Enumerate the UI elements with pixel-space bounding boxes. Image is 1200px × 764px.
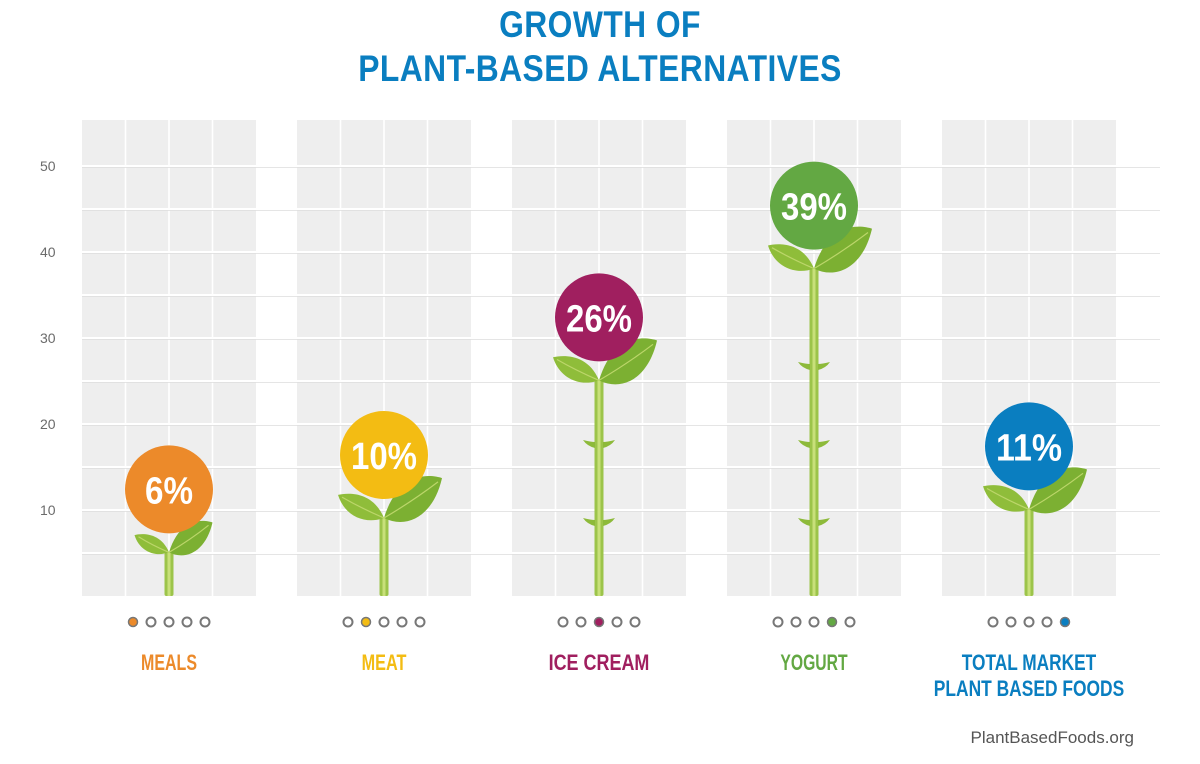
stem-node xyxy=(798,362,810,370)
category-label-4: PLANT BASED FOODS xyxy=(934,676,1124,701)
indicator-dot xyxy=(199,616,211,628)
plant-leaf-right xyxy=(1029,467,1087,514)
category-label-3: YOGURT xyxy=(780,650,848,675)
y-tick-label: 40 xyxy=(40,244,56,260)
plant-leaf-right xyxy=(814,226,872,273)
indicator-dot xyxy=(629,616,641,628)
indicator-dot xyxy=(342,616,354,628)
indicator-dot xyxy=(808,616,820,628)
stem-node xyxy=(818,440,830,448)
category-label-1: MEAT xyxy=(362,650,407,675)
plant-stem-highlight xyxy=(167,552,171,596)
indicator-dot xyxy=(844,616,856,628)
stem-node xyxy=(798,440,810,448)
plant-leaf-left-vein xyxy=(138,536,170,553)
plant-leaf-right-vein xyxy=(813,232,869,270)
indicator-dot xyxy=(987,616,999,628)
chart-title-line-2: PLANT-BASED ALTERNATIVES xyxy=(358,48,842,89)
category-label-2: ICE CREAM xyxy=(549,650,650,675)
y-tick-label: 50 xyxy=(40,158,56,174)
plant-leaf-left-vein xyxy=(341,496,385,519)
data-label-0: 6% xyxy=(145,470,193,512)
plant-stem-highlight xyxy=(597,380,601,596)
indicator-dot-active xyxy=(826,616,838,628)
plant-leaf-right-vein xyxy=(598,343,654,381)
plant-1 xyxy=(379,518,389,596)
data-label-1: 10% xyxy=(351,436,417,478)
plant-leaf-left-vein xyxy=(771,247,815,270)
indicator-dot-active xyxy=(1059,616,1071,628)
indicator-dot xyxy=(1023,616,1035,628)
plant-stem-highlight xyxy=(382,518,386,596)
y-tick-label: 30 xyxy=(40,330,56,346)
plant-4 xyxy=(1024,509,1034,596)
indicator-dot xyxy=(378,616,390,628)
indicator-dot xyxy=(557,616,569,628)
stem-node xyxy=(583,518,595,526)
data-label-2: 26% xyxy=(566,298,632,340)
indicator-dot xyxy=(414,616,426,628)
value-bubble-3 xyxy=(770,161,858,250)
data-label-4: 11% xyxy=(996,427,1062,469)
indicator-dot-active xyxy=(360,616,372,628)
value-bubble-1 xyxy=(340,411,428,499)
indicator-dot xyxy=(163,616,175,628)
indicator-dot xyxy=(611,616,623,628)
plant-3 xyxy=(798,268,830,596)
plant-leaf-left-vein xyxy=(986,487,1030,510)
indicator-dot-active xyxy=(127,616,139,628)
source-credit: PlantBasedFoods.org xyxy=(970,728,1135,747)
plant-leaf-left-vein xyxy=(556,358,600,381)
plant-leaf-right-vein xyxy=(383,481,439,519)
y-tick-label: 20 xyxy=(40,416,56,432)
indicator-dot-active xyxy=(593,616,605,628)
data-label-3: 39% xyxy=(781,187,847,229)
plant-stem-highlight xyxy=(1027,509,1031,596)
stem-node xyxy=(583,440,595,448)
stem-node xyxy=(798,518,810,526)
indicator-dot xyxy=(396,616,408,628)
stem-node xyxy=(818,518,830,526)
indicator-dot xyxy=(145,616,157,628)
plant-leaf-right-vein xyxy=(1028,472,1084,510)
value-bubble-2 xyxy=(555,273,643,362)
indicator-dot xyxy=(790,616,802,628)
y-tick-label: 10 xyxy=(40,502,56,518)
value-bubble-4 xyxy=(985,402,1073,491)
indicator-dot xyxy=(772,616,784,628)
plant-2 xyxy=(583,380,615,596)
plant-0 xyxy=(164,552,174,596)
indicator-dot xyxy=(1005,616,1017,628)
indicator-dot xyxy=(181,616,193,628)
plant-leaf-right xyxy=(599,338,657,385)
plant-leaf-right-vein xyxy=(168,524,209,553)
stem-node xyxy=(603,440,615,448)
plant-leaf-right xyxy=(384,476,442,522)
indicator-dot xyxy=(575,616,587,628)
indicator-dot xyxy=(1041,616,1053,628)
chart-title-line-1: GROWTH OF xyxy=(499,4,701,45)
stem-node xyxy=(818,362,830,370)
plant-stem-highlight xyxy=(812,268,816,596)
value-bubble-0 xyxy=(125,445,213,534)
stem-node xyxy=(603,518,615,526)
category-label-4: TOTAL MARKET xyxy=(962,650,1097,675)
category-label-0: MEALS xyxy=(141,650,197,675)
